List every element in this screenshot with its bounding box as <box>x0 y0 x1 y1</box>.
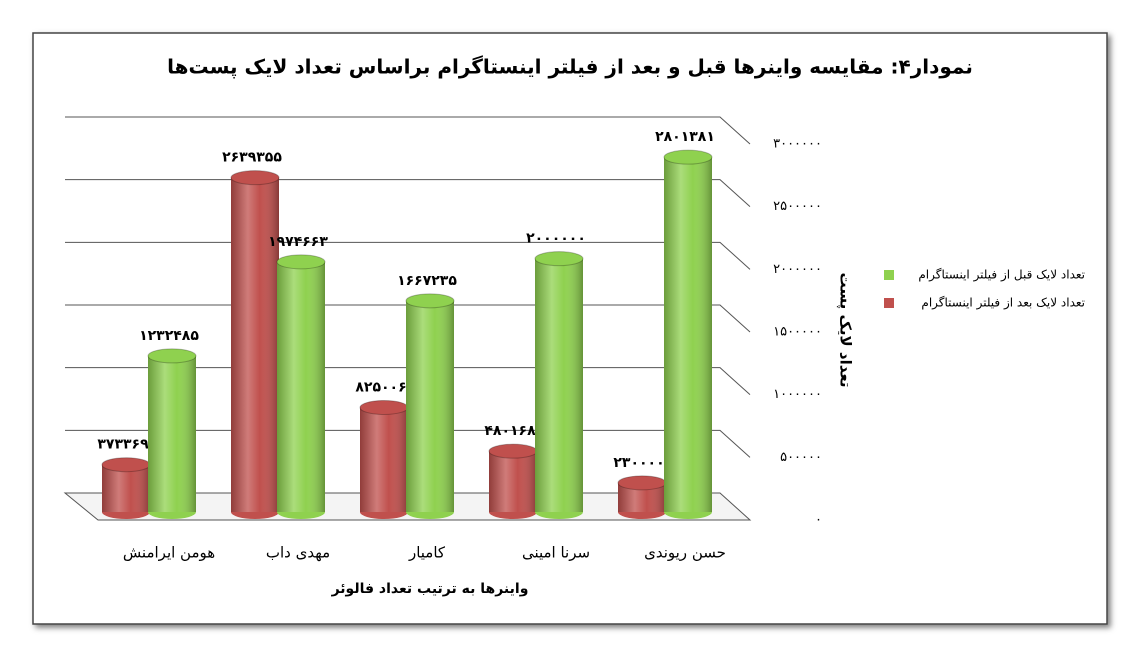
bar-shade <box>148 355 196 512</box>
bar-top <box>147 348 197 364</box>
x-tick-label: کامیار <box>408 544 446 562</box>
chart-title: نمودار۴: مقایسه واینرها قبل و بعد از فیل… <box>167 55 973 80</box>
grid-line <box>65 116 751 145</box>
y-tick-label: ۲۰۰۰۰۰۰ <box>773 262 822 277</box>
bar-shade <box>360 407 408 512</box>
bar-shade <box>406 300 454 512</box>
value-label: ۲۶۳۹۳۵۵ <box>222 150 282 166</box>
y-tick-label: ۰ <box>815 513 822 528</box>
value-label: ۳۷۳۳۶۹ <box>97 437 149 453</box>
x-tick-label: حسن ریوندی <box>644 544 726 562</box>
bar-shade <box>489 451 537 512</box>
bar-top <box>405 293 455 309</box>
bar-shade <box>231 177 279 512</box>
bar-top <box>534 251 584 267</box>
bar-shade <box>535 258 583 512</box>
value-label: ۲۸۰۱۳۸۱ <box>655 129 715 145</box>
bar-top <box>617 475 667 491</box>
bar-shade <box>102 464 150 512</box>
value-label: ۲۳۰۰۰۰ <box>613 455 664 471</box>
bar-top <box>663 149 713 165</box>
value-label: ۱۶۶۷۲۳۵ <box>397 273 457 289</box>
legend-swatch <box>884 270 894 280</box>
x-axis-label: واینرها به ترتیب تعداد فالوئر <box>331 581 529 597</box>
y-tick-label: ۵۰۰۰۰۰ <box>780 450 822 465</box>
grid-line <box>65 241 751 270</box>
bar-shade <box>277 261 325 512</box>
x-tick-label: مهدی داب <box>266 544 330 562</box>
y-axis-label: تعداد لایک پست <box>836 273 855 388</box>
value-label: ۴۸۰۱۶۸ <box>484 423 536 439</box>
grid-line <box>65 179 751 208</box>
legend-label: تعداد لایک بعد از فیلتر اینستاگرام <box>921 296 1085 311</box>
legend-swatch <box>884 298 894 308</box>
bar-top <box>230 170 280 186</box>
value-label: ۱۲۳۲۴۸۵ <box>139 328 199 344</box>
bar-shade <box>664 157 712 513</box>
bar-top <box>276 254 326 270</box>
y-tick-label: ۲۵۰۰۰۰۰ <box>773 199 822 214</box>
bar-top <box>101 457 151 473</box>
x-tick-label: هومن ایرامنش <box>123 544 215 562</box>
value-label: ۲۰۰۰۰۰۰ <box>526 231 586 247</box>
bar-top <box>359 399 409 415</box>
value-label: ۱۹۷۴۶۶۳ <box>268 234 328 250</box>
x-tick-label: سرنا امینی <box>522 544 590 562</box>
bar-top <box>488 443 538 459</box>
y-tick-label: ۱۰۰۰۰۰۰ <box>773 387 822 402</box>
y-tick-label: ۳۰۰۰۰۰۰ <box>773 137 822 152</box>
y-tick-label: ۱۵۰۰۰۰۰ <box>773 325 822 340</box>
value-label: ۸۲۵۰۰۶ <box>355 379 406 395</box>
legend-label: تعداد لایک قبل از فیلتر اینستاگرام <box>918 268 1085 283</box>
